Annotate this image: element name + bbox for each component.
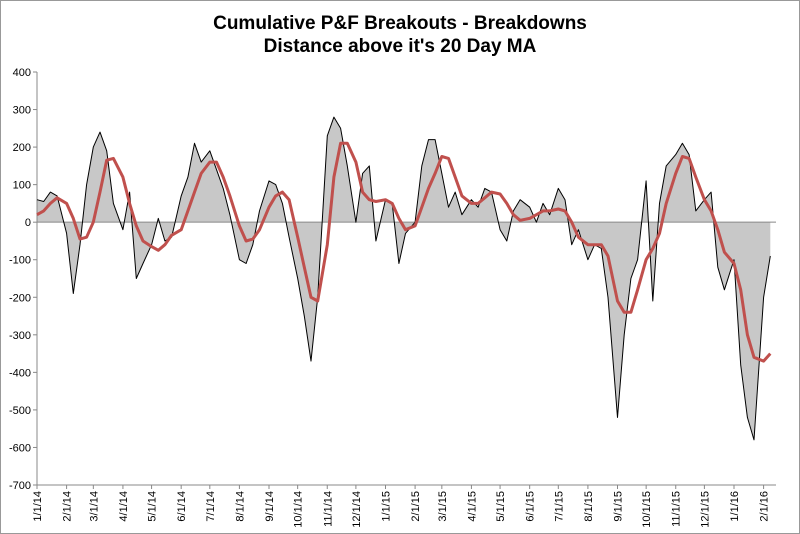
chart-subtitle: Distance above it's 20 Day MA (264, 36, 537, 57)
y-tick-label: 400 (13, 67, 31, 79)
x-tick-label: 11/1/14 (322, 491, 334, 527)
x-tick-label: 9/1/15 (613, 491, 625, 522)
x-tick-label: 7/1/15 (553, 491, 565, 522)
x-tick-label: 12/1/14 (351, 491, 363, 528)
x-tick-label: 2/1/15 (410, 491, 422, 522)
x-tick-label: 5/1/15 (495, 491, 507, 522)
x-tick-label: 6/1/15 (525, 491, 537, 522)
x-tick-label: 12/1/15 (699, 491, 711, 528)
area (37, 117, 771, 440)
y-tick-label: -600 (9, 442, 31, 454)
y-tick-label: 0 (25, 217, 31, 229)
x-tick-label: 3/1/15 (437, 491, 449, 522)
x-tick-label: 10/1/14 (293, 491, 305, 528)
x-tick-label: 1/1/14 (32, 491, 44, 522)
x-tick-label: 8/1/14 (234, 491, 246, 522)
x-tick-label: 11/1/15 (671, 491, 683, 527)
y-tick-label: -700 (9, 480, 31, 492)
x-tick-label: 8/1/15 (583, 491, 595, 522)
x-tick-label: 7/1/14 (205, 491, 217, 522)
chart-title: Cumulative P&F Breakouts - Breakdowns (213, 13, 587, 34)
x-tick-label: 4/1/15 (466, 491, 478, 522)
x-tick-label: 4/1/14 (118, 491, 130, 522)
x-tick-label: 2/1/16 (759, 491, 771, 522)
y-tick-label: -300 (9, 330, 31, 342)
y-tick-label: 300 (13, 105, 31, 117)
y-tick-label: -500 (9, 405, 31, 417)
y-tick-label: -200 (9, 292, 31, 304)
x-tick-label: 1/1/15 (380, 491, 392, 522)
series-line (36, 116, 771, 441)
x-tick-label: 9/1/14 (264, 491, 276, 522)
x-tick-label: 1/1/16 (729, 491, 741, 522)
x-tick-label: 5/1/14 (147, 491, 159, 522)
y-tick-label: 200 (13, 142, 31, 154)
x-tick-label: 3/1/14 (88, 491, 100, 522)
y-tick-label: 100 (13, 180, 31, 192)
y-tick-label: -100 (9, 255, 31, 267)
x-tick-label: 2/1/14 (62, 491, 74, 522)
y-tick-label: -400 (9, 367, 31, 379)
series-line (36, 141, 772, 363)
x-tick-label: 6/1/14 (176, 491, 188, 522)
x-tick-label: 10/1/15 (641, 491, 653, 528)
